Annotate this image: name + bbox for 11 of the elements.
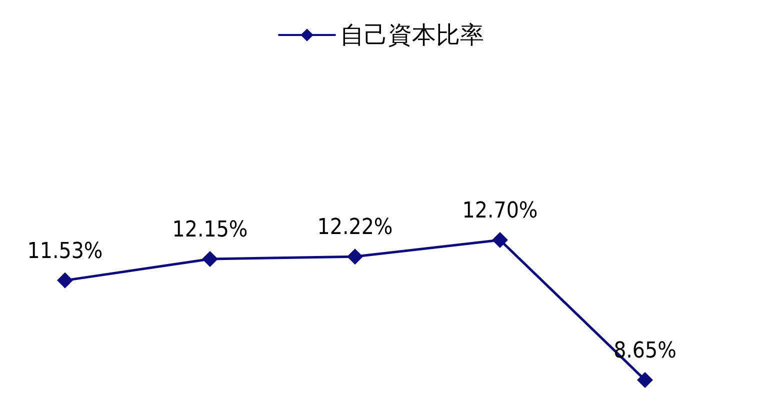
point (492, 232, 508, 248)
data-label: 12.15% (172, 218, 248, 242)
legend-label: 自己資本比率 (340, 21, 484, 49)
point (637, 372, 653, 388)
data-label: 12.70% (462, 198, 538, 224)
point (57, 272, 73, 288)
data-label: 11.53% (27, 238, 103, 264)
point (347, 248, 363, 265)
data-label: 12.22% (317, 215, 393, 240)
data-label: 8.65% (614, 338, 676, 364)
point (202, 251, 218, 267)
